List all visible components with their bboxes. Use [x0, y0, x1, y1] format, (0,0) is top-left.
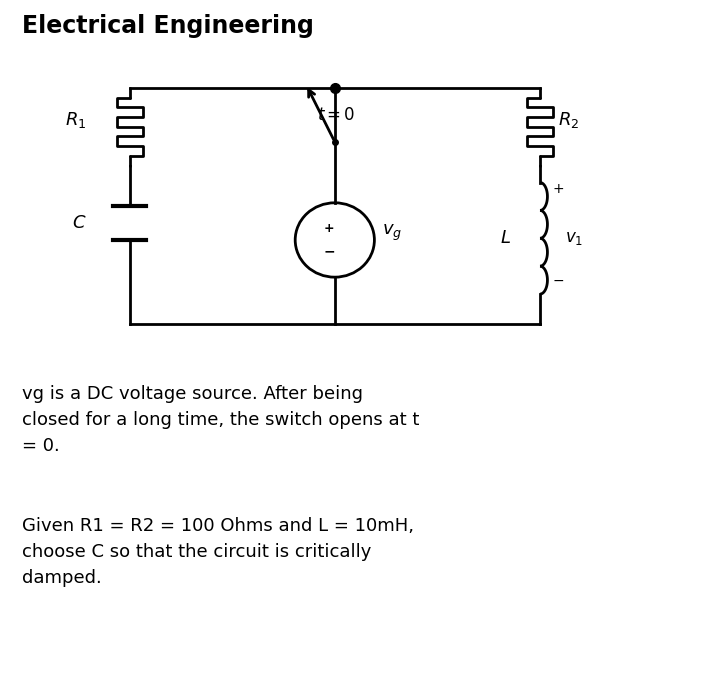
- Text: $t = 0$: $t = 0$: [317, 106, 355, 124]
- Text: −: −: [552, 274, 564, 287]
- Text: $R_2$: $R_2$: [558, 110, 580, 130]
- Text: $R_1$: $R_1$: [65, 110, 86, 130]
- Text: Electrical Engineering: Electrical Engineering: [22, 14, 313, 38]
- Text: Given R1 = R2 = 100 Ohms and L = 10mH,
choose C so that the circuit is criticall: Given R1 = R2 = 100 Ohms and L = 10mH, c…: [22, 517, 413, 587]
- Text: −: −: [323, 245, 335, 258]
- Text: $v_g$: $v_g$: [382, 223, 402, 243]
- Text: $v_1$: $v_1$: [565, 229, 583, 247]
- Text: $C$: $C$: [72, 214, 86, 232]
- Text: vg is a DC voltage source. After being
closed for a long time, the switch opens : vg is a DC voltage source. After being c…: [22, 385, 419, 455]
- Text: $L$: $L$: [500, 229, 511, 247]
- Text: +: +: [552, 183, 564, 196]
- Text: +: +: [324, 222, 334, 235]
